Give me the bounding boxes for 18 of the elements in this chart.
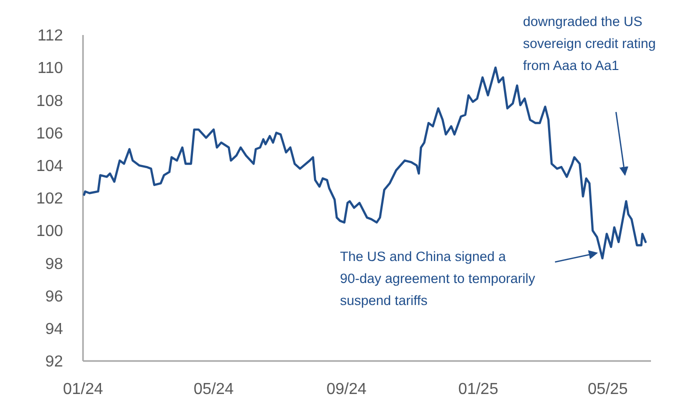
y-tick-label: 98 bbox=[45, 256, 64, 273]
y-tick-label: 96 bbox=[45, 288, 64, 306]
y-tick-label: 112 bbox=[37, 28, 64, 45]
x-tick-label: 09/24 bbox=[326, 381, 367, 398]
x-tick-label: 05/25 bbox=[588, 381, 628, 398]
annotation: The US and China signed a 90-day agreement to temporarily suspend tariffs bbox=[340, 249, 536, 308]
y-tick-label: 100 bbox=[36, 223, 64, 240]
y-tick-label: 106 bbox=[36, 125, 64, 142]
annotation: downgraded the US sovereign credit rating from Aaa to Aa1 bbox=[523, 14, 656, 73]
y-tick-label: 92 bbox=[45, 354, 64, 371]
x-tick-label: 01/25 bbox=[458, 381, 498, 398]
y-tick-label: 94 bbox=[45, 321, 64, 338]
y-tick-label: 104 bbox=[36, 158, 64, 175]
x-tick-label: 01/24 bbox=[62, 381, 104, 398]
y-tick-label: 108 bbox=[36, 92, 64, 110]
x-tick-label: 05/24 bbox=[194, 381, 234, 398]
y-tick-label: 110 bbox=[37, 60, 64, 78]
y-tick-label: 102 bbox=[36, 190, 64, 208]
